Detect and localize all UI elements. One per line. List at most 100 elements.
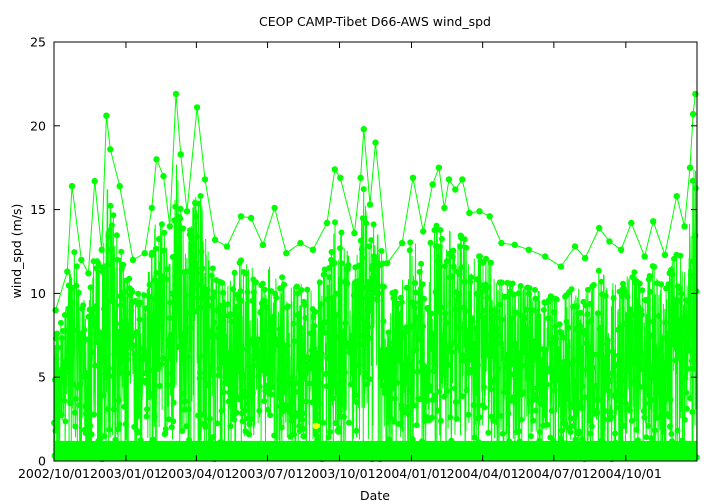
dense-point — [105, 365, 112, 372]
dense-point — [293, 388, 299, 395]
dense-point — [73, 282, 80, 289]
dense-point — [432, 289, 439, 295]
dense-point — [614, 361, 621, 368]
dense-point — [215, 325, 222, 332]
dense-point — [634, 298, 641, 305]
dense-point — [311, 360, 318, 367]
dense-point — [486, 353, 493, 360]
dense-point — [685, 332, 692, 339]
dense-point — [323, 383, 330, 390]
dense-point — [331, 260, 338, 266]
dense-point — [653, 352, 660, 359]
dense-point — [407, 361, 414, 368]
dense-point — [243, 270, 249, 277]
dense-point — [447, 414, 454, 421]
data-point — [650, 218, 657, 225]
dense-point — [423, 364, 430, 371]
dense-point — [71, 409, 78, 416]
dense-point — [225, 381, 232, 388]
y-tick-label: 25 — [30, 35, 46, 50]
dense-point — [650, 318, 657, 325]
dense-point — [295, 311, 302, 317]
dense-point — [333, 312, 340, 318]
dense-point — [605, 388, 612, 395]
x-tick-label: 2002/10/01 — [18, 466, 90, 481]
dense-point — [153, 270, 160, 276]
dense-point — [152, 245, 159, 252]
dense-point — [341, 369, 348, 376]
data-point — [129, 256, 137, 264]
dense-point — [120, 295, 127, 302]
dense-point — [293, 380, 300, 387]
dense-point — [165, 337, 172, 344]
dense-point — [123, 351, 130, 358]
dense-point — [583, 367, 590, 373]
dense-point — [190, 294, 197, 301]
dense-point — [348, 335, 355, 342]
dense-point — [473, 370, 480, 377]
dense-point — [98, 354, 105, 360]
dense-point — [413, 422, 420, 429]
dense-point — [117, 302, 124, 309]
dense-point — [515, 290, 522, 297]
dense-point — [154, 330, 161, 337]
dense-point — [320, 419, 327, 426]
dense-point — [104, 332, 111, 339]
dense-point — [606, 377, 613, 384]
dense-point — [90, 316, 97, 323]
dense-point — [570, 422, 577, 429]
axes: 0 5 10 15 20 25 2002/10/01 2003/01/012003/04/01… — [18, 35, 698, 481]
dense-point — [202, 424, 209, 431]
dense-point — [151, 277, 158, 284]
dense-point — [502, 363, 509, 370]
dense-point — [187, 227, 194, 234]
dense-point — [275, 340, 282, 347]
dense-point — [577, 322, 583, 329]
dense-point — [516, 428, 523, 435]
dense-point — [233, 409, 240, 416]
data-point — [571, 243, 579, 250]
dense-point — [430, 346, 436, 353]
data-point — [581, 255, 589, 262]
dense-point — [621, 377, 628, 384]
dense-point — [220, 389, 227, 396]
dense-point — [107, 202, 114, 209]
dense-point — [690, 365, 697, 372]
dense-point — [512, 399, 519, 406]
dense-point — [129, 333, 136, 340]
dense-point — [678, 290, 685, 297]
dense-point — [594, 409, 601, 416]
dense-point — [597, 341, 604, 347]
dense-point — [124, 356, 131, 363]
dense-point — [137, 299, 144, 306]
dense-point — [141, 348, 148, 355]
dense-point — [425, 306, 432, 313]
dense-point — [339, 260, 345, 267]
data-point — [681, 223, 688, 230]
dense-point — [400, 382, 407, 389]
dense-point — [463, 387, 470, 394]
dense-point — [649, 396, 656, 403]
dense-point — [337, 245, 343, 252]
dense-point — [412, 280, 419, 286]
dense-point — [677, 252, 684, 259]
dense-point — [301, 375, 308, 382]
data-point — [98, 246, 105, 253]
dense-point — [242, 407, 248, 414]
dense-point — [462, 308, 469, 315]
dense-point — [103, 374, 110, 381]
dense-point — [358, 246, 365, 253]
dense-point — [623, 319, 630, 326]
dense-point — [536, 429, 543, 435]
dense-point — [567, 429, 574, 436]
dense-point — [309, 399, 316, 406]
low-wind-band — [54, 440, 697, 461]
dense-point — [470, 402, 477, 409]
dense-point — [65, 305, 72, 312]
dense-point — [155, 365, 162, 372]
dense-point — [693, 288, 700, 295]
dense-point — [144, 352, 151, 359]
dense-point — [171, 217, 178, 224]
dense-point — [157, 281, 164, 288]
dense-point — [493, 356, 500, 363]
